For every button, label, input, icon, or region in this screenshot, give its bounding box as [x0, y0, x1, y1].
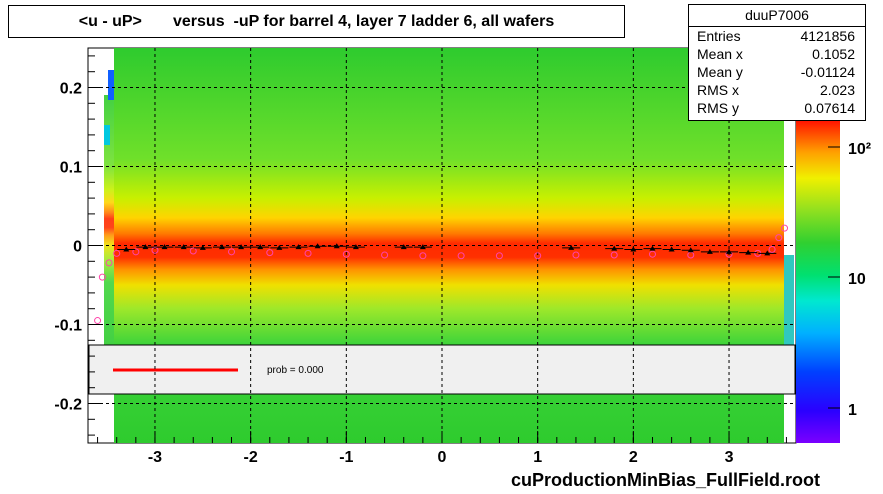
pink-point	[775, 234, 783, 242]
x-tick-label: 0	[438, 449, 447, 466]
pink-point	[768, 245, 776, 253]
color-bar-ticks: 1 10 10²	[828, 141, 871, 419]
stats-value: 4121856	[800, 28, 855, 44]
black-point	[649, 245, 656, 251]
stats-key: Mean y	[697, 64, 743, 80]
stats-name: duuP7006	[745, 7, 809, 23]
black-point	[419, 244, 426, 250]
black-point	[568, 244, 575, 250]
heatmap-left-edge-blue	[108, 70, 114, 100]
stats-row: Entries 4121856	[697, 28, 855, 46]
pink-point	[105, 259, 113, 267]
y-tick-label: 0	[73, 239, 82, 256]
x-tick-label: 2	[629, 449, 638, 466]
pink-point	[304, 249, 312, 257]
black-point	[400, 244, 407, 250]
x-tick-label: -3	[148, 449, 162, 466]
pink-point	[98, 273, 106, 281]
grid	[88, 48, 796, 443]
pink-point	[342, 250, 350, 258]
heatmap-left-edge-cyan	[104, 125, 110, 145]
stats-box: duuP7006 Entries 4121856 Mean x 0.1052 M…	[688, 4, 866, 121]
stats-divider	[689, 26, 865, 27]
black-point	[161, 244, 168, 250]
black-point	[352, 244, 359, 250]
y-tick-label: -0.1	[54, 318, 82, 335]
title-box: <u - uP> versus -uP for barrel 4, layer …	[8, 5, 625, 38]
black-point	[199, 244, 206, 250]
heatmap-right-edge	[784, 255, 794, 345]
pink-point	[781, 224, 789, 232]
black-point	[276, 244, 283, 250]
color-bar-tick-label: 1	[848, 402, 857, 419]
stats-row: RMS y 0.07614	[697, 100, 855, 118]
x-tick-label: -1	[339, 449, 353, 466]
pink-point	[648, 250, 656, 258]
x-tick-label: 1	[533, 449, 542, 466]
stats-row: Mean x 0.1052	[697, 46, 855, 64]
pink-point	[495, 252, 503, 260]
black-point	[668, 246, 675, 252]
black-point	[687, 247, 694, 253]
pink-point	[266, 249, 274, 257]
black-point	[630, 246, 637, 252]
pink-point	[381, 251, 389, 259]
pink-point	[189, 247, 197, 255]
stats-value: 2.023	[819, 82, 855, 98]
black-point	[764, 250, 771, 256]
footer-filename: cuProductionMinBias_FullField.root	[510, 470, 820, 490]
stats-key: RMS x	[697, 82, 739, 98]
black-point	[333, 243, 340, 249]
color-bar-tick-label: 10²	[848, 141, 871, 158]
black-point	[611, 245, 618, 251]
pink-point	[572, 251, 580, 259]
pink-point	[419, 252, 427, 260]
black-point	[706, 248, 713, 254]
page-title: <u - uP> versus -uP for barrel 4, layer …	[78, 13, 555, 30]
stats-value: 0.1052	[812, 46, 855, 62]
pink-point	[534, 252, 542, 260]
y-tick-label: -0.2	[54, 397, 82, 414]
pink-point	[457, 252, 465, 260]
heatmap-left-edge	[104, 95, 114, 345]
pink-point	[113, 249, 121, 257]
pink-point	[228, 248, 236, 256]
axes: -3 -2 -1 0 1 2 3 -0.2 -0.1 0 0.1 0.2	[54, 55, 787, 466]
y-tick-label: 0.2	[60, 81, 82, 98]
stats-value: 0.07614	[804, 100, 855, 116]
black-point	[123, 246, 130, 252]
black-point	[257, 244, 264, 250]
y-tick-label: 0.1	[60, 160, 82, 177]
pink-point	[132, 248, 140, 256]
profile-black	[117, 243, 777, 256]
x-tick-label: 3	[725, 449, 734, 466]
black-point	[180, 244, 187, 250]
black-point	[745, 249, 752, 255]
pink-point	[610, 251, 618, 259]
stats-key: Entries	[697, 28, 741, 44]
stats-key: Mean x	[697, 46, 743, 62]
stats-row: RMS x 2.023	[697, 82, 855, 100]
black-point	[726, 248, 733, 254]
color-bar	[796, 120, 840, 443]
black-point	[295, 244, 302, 250]
black-point	[142, 244, 149, 250]
pink-point	[94, 317, 102, 325]
color-bar-tick-label: 10	[848, 271, 866, 288]
black-point	[238, 244, 245, 250]
stats-key: RMS y	[697, 100, 739, 116]
x-tick-label: -2	[244, 449, 258, 466]
pink-point	[151, 246, 159, 254]
stats-value: -0.01124	[800, 64, 855, 80]
stats-row: Mean y -0.01124	[697, 64, 855, 82]
fit-legend-label: prob = 0.000	[267, 365, 324, 376]
black-point	[314, 243, 321, 249]
black-point	[218, 244, 225, 250]
